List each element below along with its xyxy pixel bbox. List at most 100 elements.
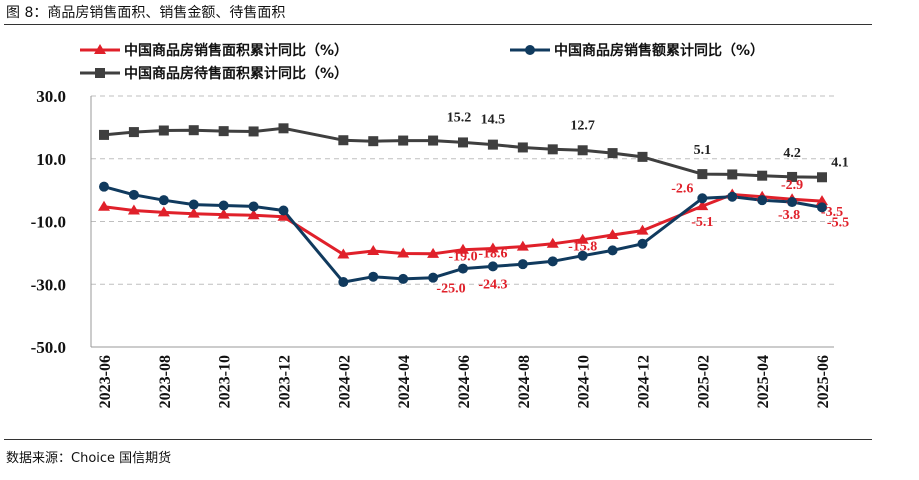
series-2-point	[338, 135, 349, 146]
x-tick-label: 2025-06	[815, 355, 832, 408]
x-tick-label: 2024-12	[636, 355, 653, 408]
bottom-rule	[4, 439, 872, 440]
series-1-point	[368, 271, 379, 282]
x-axis-ticks: 2023-06 2023-08 2023-10 2023-12 2024-02 2024-…	[97, 355, 832, 408]
data-label: 12.7	[570, 118, 595, 133]
series-0-point	[157, 206, 170, 217]
x-tick-label: 2023-06	[97, 355, 114, 408]
series-1-point	[338, 277, 349, 288]
data-label: -2.9	[781, 178, 803, 193]
series-1-point	[278, 205, 289, 216]
series-2-point	[487, 139, 498, 150]
series-0-point	[486, 242, 499, 253]
series-1-point	[428, 272, 439, 283]
series-0-point	[98, 200, 110, 211]
data-label: 4.1	[831, 155, 849, 170]
series-0-point	[576, 233, 589, 244]
data-label: -18.6	[478, 246, 507, 261]
data-label: -5.1	[691, 215, 713, 230]
series-2-point	[428, 135, 439, 146]
y-axis-ticks: 30.0 10.0 -10.0 -30.0 -50.0	[31, 87, 66, 357]
y-tick-label: -50.0	[31, 338, 66, 357]
data-label: -15.8	[568, 240, 597, 255]
series-1-point	[697, 193, 708, 204]
x-tick-label: 2025-04	[755, 355, 772, 408]
series-1-point	[188, 199, 199, 210]
series-2-point	[607, 148, 618, 159]
series-0-point	[367, 244, 380, 255]
series-0-point	[696, 200, 709, 211]
series-2-point	[547, 144, 558, 155]
series-0-point	[636, 224, 649, 235]
series-2-point	[817, 172, 827, 183]
series-0-point	[397, 247, 410, 258]
series-2-point	[368, 136, 379, 147]
series-0-point	[457, 243, 469, 254]
series-1-point	[398, 273, 409, 284]
series-2-point	[757, 170, 768, 181]
series-1-point	[757, 195, 768, 206]
axes	[90, 96, 834, 348]
x-tick-label: 2025-02	[695, 355, 712, 408]
series-1-point	[99, 181, 109, 192]
series-2-point	[278, 123, 289, 134]
legend-marker-0	[94, 44, 106, 54]
series-2-point	[398, 135, 409, 146]
series-1-point	[787, 197, 798, 208]
top-rule	[4, 24, 872, 25]
series-markers	[98, 123, 828, 288]
data-label: -3.8	[778, 208, 800, 223]
series-0-point	[127, 204, 140, 215]
series-0-point	[606, 228, 619, 239]
series-1-point	[607, 245, 618, 256]
y-tick-label: -30.0	[31, 275, 66, 294]
y-tick-label: -10.0	[31, 213, 66, 232]
series-1-point	[577, 250, 588, 261]
x-tick-label: 2023-08	[157, 355, 174, 408]
series-1-point	[458, 263, 468, 274]
y-tick-label: 10.0	[36, 150, 66, 169]
x-tick-label: 2024-02	[336, 355, 353, 408]
series-0-point	[217, 208, 230, 219]
x-tick-label: 2023-12	[277, 355, 294, 408]
x-tick-label: 2024-08	[516, 355, 533, 408]
source-note: 数据来源：Choice 国信期货	[6, 451, 172, 466]
legend-marker-1	[525, 45, 535, 55]
data-label: 5.1	[694, 143, 712, 158]
series-2-point	[577, 145, 588, 156]
data-labels: -19.0 -18.6 -15.8 -5.1 -2.9 -3.5 -25.0 -24.3 -2.…	[436, 110, 849, 296]
series-1-point	[128, 189, 139, 200]
legend-label-0: 中国商品房销售面积累计同比（%）	[124, 42, 348, 59]
series-2-point	[128, 127, 139, 138]
legend-label-1: 中国商品房销售额累计同比（%）	[554, 42, 764, 59]
data-label: 14.5	[481, 113, 506, 128]
data-label: -25.0	[436, 282, 465, 297]
x-tick-label: 2023-10	[217, 355, 234, 408]
data-label: -24.3	[478, 277, 507, 292]
series-2-point	[188, 125, 199, 136]
series-1-point	[637, 238, 648, 249]
legend: 中国商品房销售面积累计同比（%） 中国商品房销售额累计同比（%） 中国商品房待售面积…	[80, 42, 764, 82]
series-1-point	[487, 261, 498, 272]
series-1-point	[547, 256, 558, 267]
legend-label-2: 中国商品房待售面积累计同比（%）	[124, 65, 348, 82]
legend-marker-2	[95, 68, 105, 78]
series-1-point	[727, 191, 738, 202]
x-tick-label: 2024-04	[396, 355, 413, 408]
data-label: 15.2	[447, 110, 472, 125]
series-1-point	[517, 259, 528, 270]
series-0-point	[337, 248, 350, 259]
figure-title: 图 8：商品房销售面积、销售金额、待售面积	[6, 5, 286, 21]
series-1-point	[158, 195, 169, 206]
series-2-point	[248, 126, 259, 137]
series-1-point	[248, 201, 259, 212]
series-2-point	[99, 129, 109, 140]
y-tick-label: 30.0	[36, 87, 66, 106]
series-0-point	[427, 247, 440, 258]
series-0-point	[247, 209, 260, 220]
data-label: -2.6	[671, 181, 693, 196]
series-2-point	[697, 169, 708, 180]
series-2-point	[458, 137, 468, 148]
series-0-point	[516, 240, 529, 251]
series-2-point	[787, 171, 798, 182]
